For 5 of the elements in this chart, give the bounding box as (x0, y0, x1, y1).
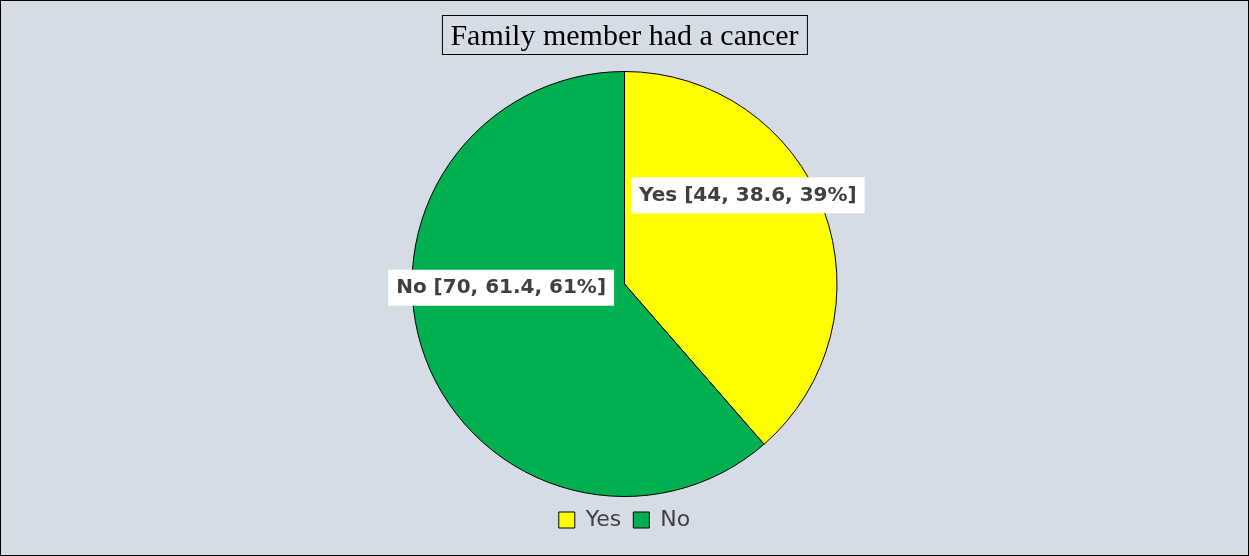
legend-label: No (660, 505, 691, 531)
data-label: Yes [44, 38.6, 39%] (638, 181, 857, 206)
chart-title: Family member had a cancer (441, 15, 808, 55)
data-label: No [70, 61.4, 61%] (396, 273, 607, 298)
legend-label: Yes (584, 505, 622, 531)
